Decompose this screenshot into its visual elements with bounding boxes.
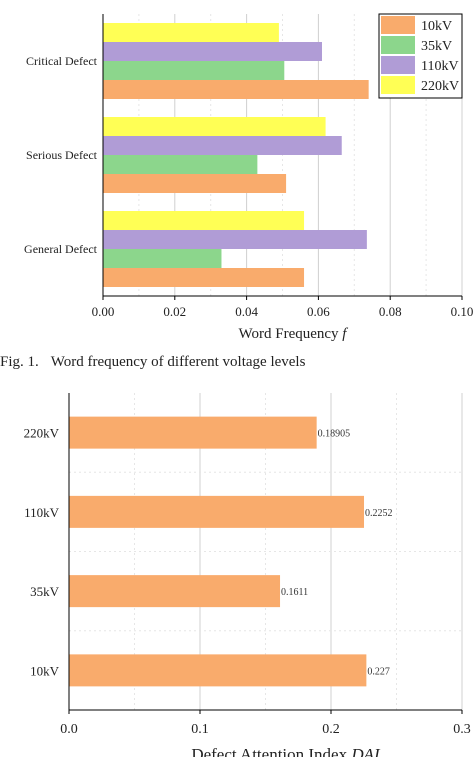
bar-critical-defect-35kv <box>103 61 285 80</box>
bar-35kv <box>69 575 281 608</box>
figure-number: Fig. 1. <box>0 354 39 370</box>
data-label-10kv: 0.227 <box>367 666 390 677</box>
bar-critical-defect-220kv <box>103 23 279 42</box>
bar-serious-defect-35kv <box>103 155 258 174</box>
legend-swatch-10kv <box>381 16 415 34</box>
bar-general-defect-35kv <box>103 249 222 268</box>
legend-label-220kv: 220kV <box>421 79 459 94</box>
x-tick-label: 0.0 <box>60 722 78 737</box>
x-axis-title: Word Frequency f <box>239 326 349 342</box>
legend-label-10kv: 10kV <box>421 19 452 34</box>
category-label-110kv: 110kV <box>24 505 60 520</box>
bar-general-defect-220kv <box>103 211 305 230</box>
legend-swatch-220kv <box>381 76 415 94</box>
bar-serious-defect-10kv <box>103 174 287 193</box>
x-axis-title-variable: DAI <box>350 745 381 757</box>
data-label-110kv: 0.2252 <box>365 508 393 519</box>
figure-caption-text: Word frequency of different voltage leve… <box>50 354 306 370</box>
legend-swatch-35kv <box>381 36 415 54</box>
legend-swatch-110kv <box>381 56 415 74</box>
bar-critical-defect-110kv <box>103 42 322 61</box>
category-label-10kv: 10kV <box>30 663 60 678</box>
x-axis-title-text: Defect Attention Index <box>191 745 351 757</box>
figure-caption: Fig. 1. Word frequency of different volta… <box>0 354 305 371</box>
x-tick-label: 0.10 <box>451 304 474 319</box>
bar-10kv <box>69 654 367 687</box>
category-label-220kv: 220kV <box>24 426 60 441</box>
data-label-220kv: 0.18905 <box>318 429 351 440</box>
bar-220kv <box>69 416 317 449</box>
category-label-critical-defect: Critical Defect <box>26 54 98 68</box>
bar-110kv <box>69 495 365 528</box>
bar-critical-defect-10kv <box>103 80 369 99</box>
bar-general-defect-10kv <box>103 268 305 287</box>
x-tick-label: 0.02 <box>163 304 186 319</box>
category-label-serious-defect: Serious Defect <box>26 148 98 162</box>
bar-general-defect-110kv <box>103 230 367 249</box>
x-tick-label: 0.3 <box>453 722 471 737</box>
x-tick-label: 0.04 <box>235 304 258 319</box>
x-tick-label: 0.08 <box>379 304 402 319</box>
category-label-35kv: 35kV <box>30 584 60 599</box>
bar-serious-defect-110kv <box>103 136 342 155</box>
legend-label-35kv: 35kV <box>421 39 452 54</box>
legend-label-110kv: 110kV <box>421 59 459 74</box>
x-tick-label: 0.06 <box>307 304 330 319</box>
x-axis-title: Defect Attention Index DAI <box>191 745 381 757</box>
x-axis-title-variable: f <box>342 326 348 342</box>
x-tick-label: 0.2 <box>322 722 340 737</box>
data-label-35kv: 0.1611 <box>281 587 308 598</box>
word-frequency-chart: General Defect Serious Defect Critical Def… <box>24 13 474 342</box>
bar-serious-defect-220kv <box>103 117 326 136</box>
x-tick-label: 0.1 <box>191 722 209 737</box>
x-axis-title-text: Word Frequency <box>239 326 343 342</box>
x-tick-label: 0.00 <box>92 304 115 319</box>
defect-attention-index-chart: 0.227 10kV 0.1611 35kV 0.2252 110kV 0.18905 220… <box>24 393 471 757</box>
category-label-general-defect: General Defect <box>24 242 98 256</box>
